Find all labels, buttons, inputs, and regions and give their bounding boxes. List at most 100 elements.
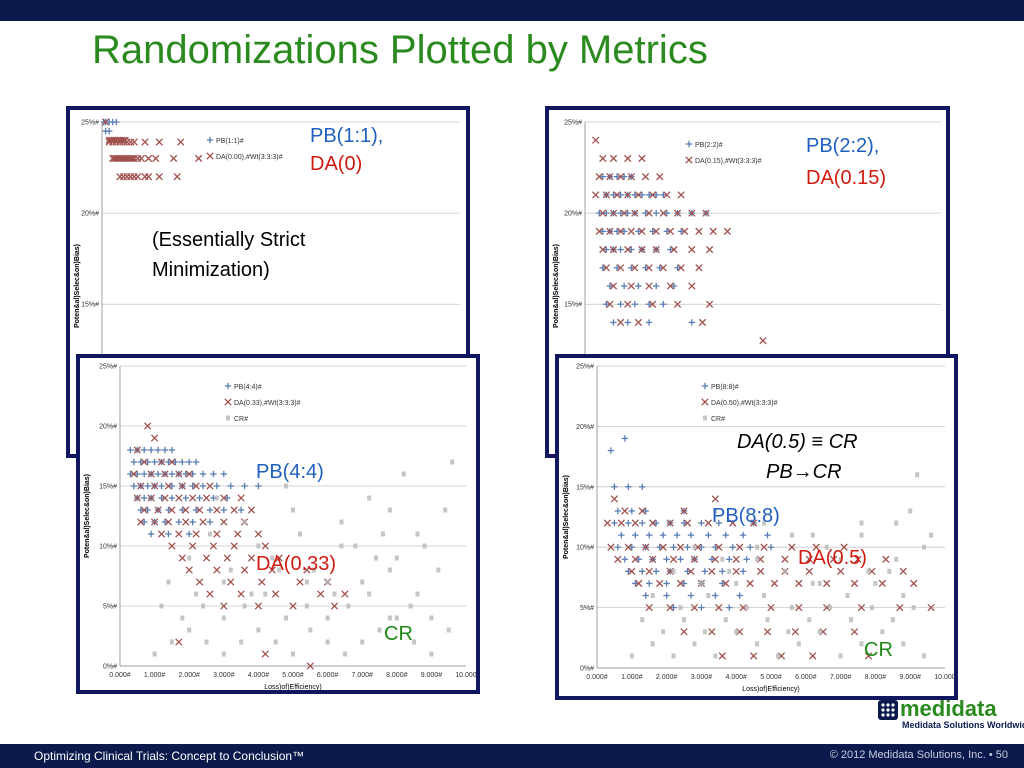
data-point: [866, 568, 871, 574]
data-point: [606, 282, 614, 290]
data-point: [929, 532, 934, 538]
data-point: [880, 629, 885, 635]
data-point: [401, 471, 406, 477]
scatter-chart-pb-8-8: 25%# 20%# 15%# 10%# 5%# 0%#0.000# 1.000# 2.000#…: [563, 364, 954, 694]
data-point: [429, 615, 434, 621]
footer-bar: Optimizing Clinical Trials: Concept to C…: [0, 744, 1024, 768]
data-point: [408, 603, 413, 609]
data-point: [894, 520, 899, 526]
data-point: [180, 615, 185, 621]
annotation-p1-note-line2: Minimization): [152, 259, 270, 281]
data-point: [628, 567, 636, 576]
data-point: [645, 603, 653, 612]
data-point: [168, 446, 176, 454]
data-point: [718, 652, 726, 660]
data-point: [155, 138, 163, 146]
data-point: [859, 532, 864, 538]
data-point: [677, 191, 685, 199]
data-point: [130, 482, 138, 490]
y-tick-label: 10%#: [99, 544, 117, 551]
legend-marker: [206, 152, 214, 160]
data-point: [603, 209, 610, 217]
data-point: [915, 472, 920, 478]
top-bar: [0, 0, 1024, 21]
data-point: [857, 603, 866, 612]
data-point: [864, 652, 873, 660]
data-point: [789, 605, 794, 611]
data-point: [168, 542, 176, 550]
data-point: [620, 282, 628, 290]
data-point: [702, 629, 707, 635]
data-point: [175, 494, 183, 502]
data-point: [762, 520, 767, 526]
data-point: [616, 318, 625, 327]
data-point: [828, 605, 833, 611]
data-point: [760, 543, 768, 551]
data-point: [621, 435, 629, 442]
x-tick-label: 4.000#: [725, 674, 747, 681]
data-point: [178, 554, 186, 562]
data-point: [673, 300, 682, 308]
data-point: [270, 555, 275, 561]
data-point: [627, 173, 635, 181]
x-axis-label: Loss)of)Efficiency): [264, 684, 321, 690]
data-point: [147, 446, 155, 454]
data-point: [628, 507, 635, 515]
data-point: [713, 508, 718, 514]
data-point: [711, 495, 719, 503]
data-point: [755, 544, 760, 550]
data-point: [603, 301, 610, 308]
y-tick-label: 0%#: [103, 664, 117, 671]
data-point: [130, 138, 138, 146]
data-point: [620, 173, 628, 180]
data-point: [213, 566, 221, 574]
data-point: [610, 319, 617, 326]
data-point: [910, 579, 918, 588]
data-point: [688, 209, 696, 217]
data-point: [709, 227, 717, 235]
data-point: [650, 641, 655, 647]
data-point: [661, 629, 666, 635]
data-point: [648, 300, 657, 308]
data-point: [838, 556, 843, 562]
data-point: [655, 579, 664, 588]
data-point: [325, 639, 330, 645]
data-point: [161, 518, 169, 526]
logo-tagline: Medidata Solutions Worldwide: [902, 720, 1024, 730]
data-point: [666, 603, 674, 612]
data-point: [602, 191, 611, 199]
data-point: [660, 301, 667, 308]
legend-marker: [703, 415, 707, 421]
data-point: [113, 118, 120, 126]
data-point: [144, 482, 151, 490]
data-point: [599, 173, 606, 180]
data-point: [732, 567, 740, 576]
data-point: [169, 639, 174, 645]
data-point: [705, 245, 714, 254]
data-point: [291, 507, 295, 513]
y-axis-label: Poten&al)Selec&on)Bias): [84, 474, 91, 558]
x-tick-label: 0.000#: [586, 674, 608, 681]
data-point: [645, 264, 653, 272]
data-point: [645, 191, 653, 199]
data-point: [656, 173, 664, 181]
data-point: [254, 530, 263, 538]
data-point: [699, 580, 704, 586]
y-tick-label: 25%#: [576, 364, 594, 371]
medidata-logo-grid-icon: [878, 700, 898, 720]
data-point: [157, 458, 166, 466]
data-point: [810, 532, 815, 538]
data-point: [154, 470, 162, 478]
data-point: [154, 506, 162, 514]
annotation-p4-equivalence: DA(0.5) ≡ CR: [737, 431, 858, 453]
data-point: [653, 282, 660, 290]
data-point: [175, 470, 183, 478]
data-point: [196, 494, 203, 502]
annotation-p3-cr: CR: [384, 623, 413, 645]
legend-label: CR#: [711, 416, 725, 423]
data-point: [233, 530, 242, 538]
data-point: [887, 568, 892, 574]
annotation-p4-pb: PB(8:8): [712, 505, 780, 527]
data-point: [653, 209, 660, 217]
data-point: [330, 602, 339, 610]
